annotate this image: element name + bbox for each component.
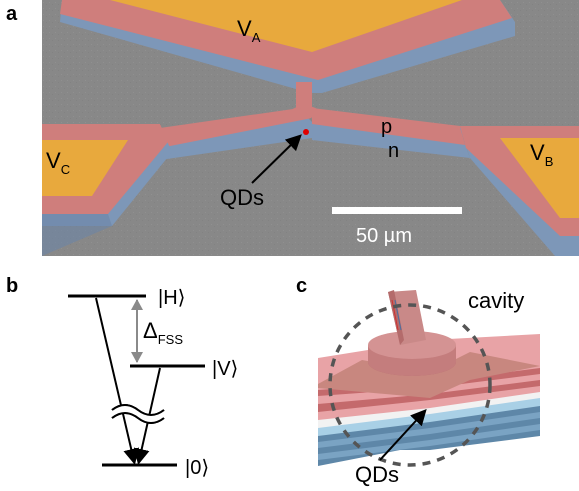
qds-arrow-c [379, 409, 427, 461]
right-arm [312, 108, 470, 158]
state-h-label: |H⟩ [158, 287, 185, 309]
qds-label: QDs [220, 185, 264, 210]
contact-pad-b: VB [460, 126, 579, 256]
contact-pad-c: VC [42, 124, 172, 226]
contact-a-label: VA [237, 16, 261, 45]
contact-c-label: VC [46, 148, 70, 177]
scale-bar-label: 50 µm [356, 225, 412, 247]
panel-c: c cavity [296, 275, 540, 487]
center-post [296, 82, 312, 114]
panel-c-letter: c [296, 275, 307, 297]
contact-pad-a: VA [60, 0, 515, 93]
cavity-outline [328, 303, 492, 467]
panel-b: b |H⟩ |V⟩ |0⟩ ΔFSS [6, 275, 238, 479]
delta-fss-label: ΔFSS [143, 318, 183, 347]
panel-b-letter: b [6, 275, 18, 297]
contact-b-label: VB [530, 140, 553, 169]
qds-label-c: QDs [355, 462, 399, 487]
p-label: p [381, 116, 392, 138]
transition-h-to-0 [95, 297, 140, 465]
scale-bar [332, 207, 462, 214]
qds-arrow [251, 134, 302, 184]
state-v-label: |V⟩ [212, 358, 238, 380]
panel-a: a VA VC [6, 0, 579, 256]
cavity-label: cavity [468, 288, 524, 313]
state-0-label: |0⟩ [185, 457, 209, 479]
qd-marker [303, 129, 309, 135]
left-arm [160, 108, 312, 160]
n-label: n [388, 140, 399, 162]
panel-a-letter: a [6, 3, 18, 25]
